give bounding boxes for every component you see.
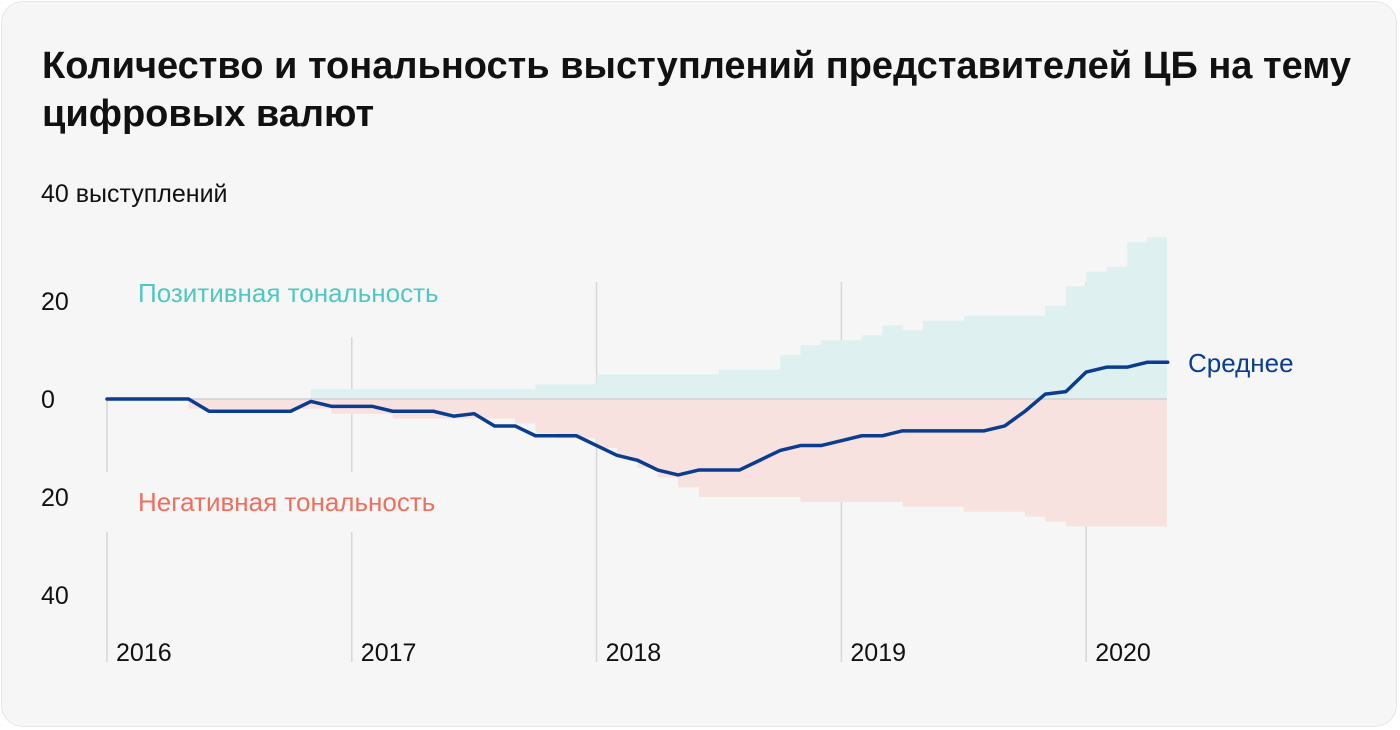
- y-tick-label: 20: [41, 288, 69, 316]
- positive-tone-area: [107, 237, 1168, 399]
- chart-title: Количество и тональность выступлений пре…: [42, 45, 1351, 135]
- y-tick-label: 40: [41, 582, 69, 610]
- positive-tone-label: Позитивная тональность: [138, 278, 439, 308]
- x-tick-label-2018: 2018: [606, 639, 662, 667]
- x-tick-label-2017: 2017: [361, 639, 417, 667]
- y-tick-label: 20: [41, 484, 69, 512]
- average-line-group: [105, 360, 1170, 477]
- x-tick-label-2020: 2020: [1095, 639, 1151, 667]
- y-unit-label: 40 выступлений: [41, 180, 228, 208]
- y-tick-label: 0: [41, 386, 55, 414]
- negative-tone-label: Негативная тональность: [138, 487, 435, 517]
- x-axis-ticks: 2016 2017 2018 2019 2020: [116, 639, 1151, 667]
- average-label: Среднее: [1188, 348, 1294, 378]
- average-line: [105, 360, 1170, 477]
- x-tick-label-2019: 2019: [850, 639, 906, 667]
- x-tick-label-2016: 2016: [116, 639, 172, 667]
- y-axis-ticks: 20 0 20 40: [41, 288, 69, 610]
